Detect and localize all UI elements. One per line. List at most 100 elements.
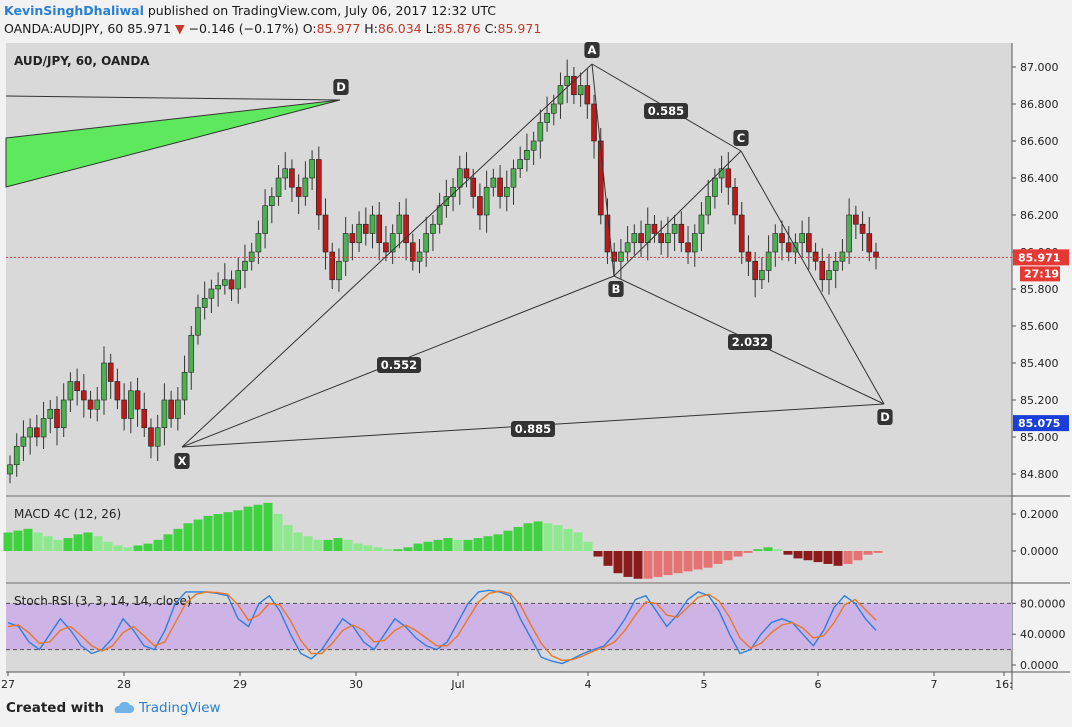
price-tick-label: 86.200: [1020, 209, 1059, 222]
candle-up: [208, 288, 215, 299]
macd-bar: [53, 539, 63, 551]
price-tick-label: 86.400: [1020, 172, 1059, 185]
ratio-label-bg: [377, 357, 421, 373]
macd-bar: [513, 526, 523, 551]
candle-up: [396, 214, 403, 234]
candle-down: [121, 399, 127, 419]
macd-bar: [483, 536, 493, 551]
candle-up: [698, 214, 705, 234]
macd-bar: [613, 551, 623, 574]
macd-bar: [443, 538, 453, 551]
candle-down: [409, 242, 416, 262]
candle-down: [316, 159, 322, 216]
macd-bar: [813, 551, 823, 563]
macd-bar: [13, 530, 23, 551]
candle-up: [175, 399, 181, 419]
macd-tick-label: 0.2000: [1020, 508, 1059, 521]
candle-up: [154, 427, 161, 447]
macd-bar: [133, 545, 143, 551]
macd-bar: [213, 514, 223, 551]
candle-up: [718, 168, 725, 179]
candle-down: [819, 260, 826, 281]
candle-up: [47, 408, 54, 419]
macd-bar: [343, 539, 353, 551]
price-tick-label: 86.800: [1020, 98, 1059, 111]
macd-bar: [383, 549, 393, 551]
tradingview-logo[interactable]: TradingView: [112, 700, 221, 716]
macd-bar: [653, 551, 663, 577]
price-tick-label: 85.000: [1020, 431, 1059, 444]
candle-up: [772, 233, 779, 253]
price-tick-label: 85.600: [1020, 320, 1059, 333]
point-c: C: [733, 130, 749, 146]
candle-up: [483, 186, 490, 216]
macd-bar: [643, 551, 653, 579]
ratio-label: 0.552: [377, 357, 421, 373]
candle-down: [477, 196, 483, 216]
macd-bar: [733, 551, 743, 557]
point-b-text: B: [612, 282, 621, 296]
candle-up: [369, 214, 376, 234]
macd-bar: [603, 551, 613, 566]
candle-down: [866, 233, 873, 253]
macd-bar: [763, 547, 773, 551]
candle-down: [329, 251, 336, 281]
candle-up: [624, 242, 631, 253]
macd-bar: [163, 534, 173, 551]
candle-up: [456, 168, 463, 188]
candle-up: [215, 284, 221, 290]
candle-down: [107, 362, 114, 382]
macd-bar: [673, 551, 683, 574]
price-tick-label: 84.800: [1020, 468, 1059, 481]
point-b-bg: [608, 281, 624, 297]
candle-down: [651, 223, 658, 234]
candle-down: [322, 214, 329, 253]
candle-up: [195, 307, 201, 336]
macd-bar: [783, 551, 793, 555]
candle-up: [631, 233, 638, 244]
candle-up: [705, 196, 711, 216]
macd-bar: [723, 551, 733, 561]
macd-bar: [793, 551, 803, 559]
candle-up: [282, 168, 289, 179]
candle-up: [524, 149, 530, 160]
candle-down: [289, 168, 295, 188]
candle-up: [342, 233, 349, 262]
stoch-title: Stoch RSI (3, 3, 14, 14, close): [14, 594, 192, 608]
candle-up: [530, 140, 537, 151]
candle-down: [658, 233, 664, 244]
macd-bar: [543, 523, 553, 551]
candle-down: [168, 399, 174, 419]
candle-down: [470, 177, 477, 197]
ohlc-low: 85.876: [436, 21, 481, 36]
ohlc-open-label: O:: [302, 21, 317, 36]
time-tick-label: 29: [233, 678, 247, 691]
candle-down: [591, 103, 597, 142]
ratio-label-text: 0.552: [381, 358, 417, 372]
candle-down: [463, 168, 470, 179]
macd-bar: [873, 551, 883, 553]
macd-bar: [433, 539, 443, 551]
macd-bar: [33, 532, 43, 551]
macd-bar: [803, 551, 813, 561]
time-tick-label: 28: [117, 678, 131, 691]
stoch-tick-label: 80.0000: [1020, 597, 1066, 610]
macd-bar: [173, 528, 183, 551]
macd-bar: [313, 539, 323, 551]
candle-up: [336, 260, 342, 281]
candle-up: [416, 251, 423, 262]
time-tick-label: 6: [815, 678, 822, 691]
ratio-label-bg: [728, 334, 772, 350]
candle-down: [87, 399, 94, 410]
chart-title: AUD/JPY, 60, OANDA: [14, 54, 150, 68]
candle-up: [503, 186, 510, 197]
macd-bar: [863, 551, 873, 555]
ratio-label: 0.585: [644, 103, 688, 119]
macd-bar: [113, 545, 123, 551]
candle-up: [128, 390, 134, 419]
candle-up: [618, 251, 624, 262]
author-link[interactable]: KevinSinghDhaliwal: [4, 3, 144, 18]
candle-up: [181, 371, 188, 401]
wedge-point-d-text: D: [336, 80, 346, 94]
